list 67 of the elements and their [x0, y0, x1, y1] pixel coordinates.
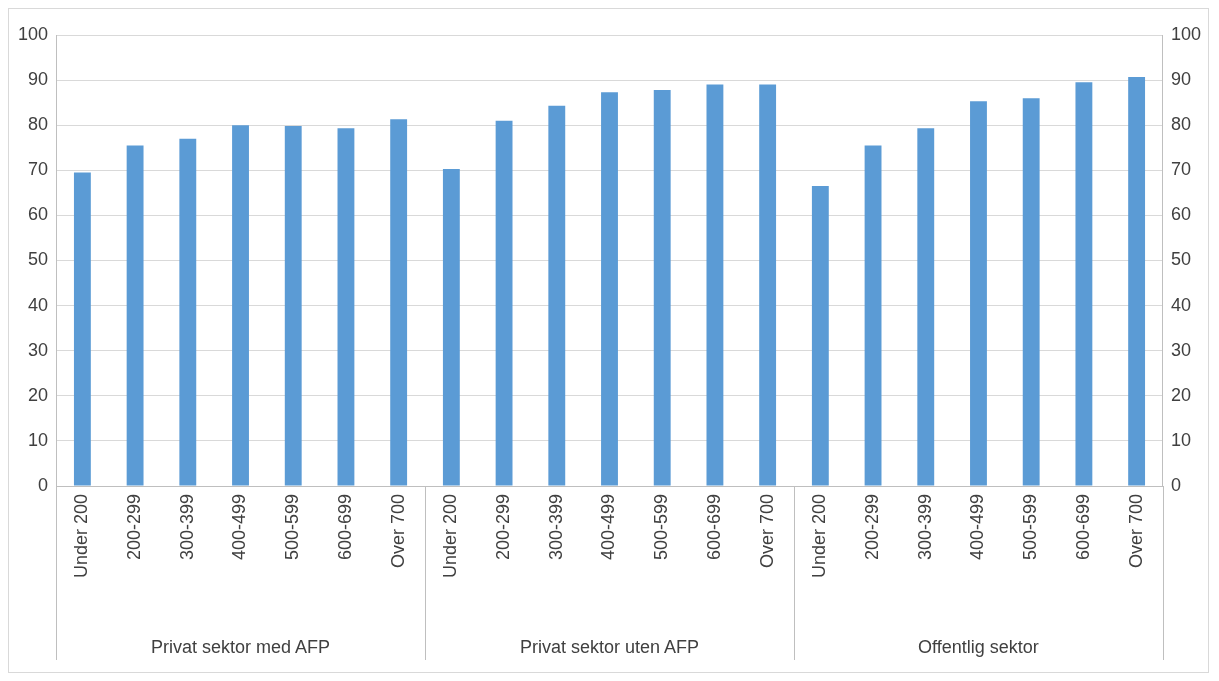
x-tick-label: 200-299 — [493, 494, 514, 561]
bar — [811, 186, 829, 486]
y2-tick-label: 30 — [1170, 339, 1191, 360]
y-tick-label: 0 — [38, 474, 49, 495]
x-tick-label: Under 200 — [809, 494, 830, 579]
bar — [179, 138, 197, 486]
y2-tick-label: 20 — [1170, 384, 1191, 405]
x-tick-label: 500-599 — [1020, 494, 1041, 561]
x-tick-label: 600-699 — [334, 494, 355, 561]
bar — [601, 92, 618, 486]
y2-tick-label: 50 — [1170, 249, 1191, 270]
bar — [126, 145, 144, 486]
x-tick-label: 600-699 — [703, 494, 724, 561]
bar — [653, 90, 671, 486]
x-tick-label: 200-299 — [862, 494, 883, 561]
x-tick-label: Over 700 — [756, 494, 777, 569]
bar — [1022, 98, 1040, 486]
y2-tick-label: 80 — [1170, 114, 1191, 135]
bar — [970, 101, 987, 486]
text: Offentlig sektor — [918, 636, 1039, 657]
bar — [759, 84, 777, 486]
x-tick-label: 300-399 — [176, 494, 197, 561]
x-tick-label: 600-699 — [1072, 494, 1093, 561]
x-tick-label: Over 700 — [387, 494, 408, 569]
y-tick-label: 40 — [28, 294, 49, 315]
x-tick-label: Under 200 — [71, 494, 92, 579]
y-tick-label: 70 — [28, 159, 49, 180]
y2-tick-label: 60 — [1170, 204, 1191, 225]
x-tick-label: Under 200 — [440, 494, 461, 579]
y2-tick-label: 100 — [1170, 23, 1202, 44]
x-tick-label: 500-599 — [651, 494, 672, 561]
x-tick-label: 400-499 — [598, 494, 619, 561]
text: Privat sektor med AFP — [150, 636, 331, 657]
bar — [1075, 82, 1093, 486]
x-tick-label: 300-399 — [545, 494, 566, 561]
y2-tick-label: 0 — [1170, 474, 1181, 495]
bar — [73, 172, 91, 486]
bar — [337, 128, 355, 486]
y2-tick-label: 40 — [1170, 294, 1191, 315]
bar — [232, 125, 249, 486]
bar — [548, 105, 566, 486]
bar — [864, 145, 882, 486]
x-tick-label: 200-299 — [124, 494, 145, 561]
y-tick-label: 80 — [28, 114, 49, 135]
x-tick-label: 300-399 — [914, 494, 935, 561]
bar — [284, 126, 302, 486]
x-tick-label: Over 700 — [1125, 494, 1146, 569]
bar — [706, 84, 724, 486]
y-tick-label: 50 — [28, 249, 49, 270]
y2-tick-label: 10 — [1170, 429, 1191, 450]
y-tick-label: 30 — [28, 339, 49, 360]
bar — [917, 128, 935, 486]
bar — [1128, 76, 1146, 486]
y-tick-label: 90 — [28, 69, 49, 90]
y-tick-label: 60 — [28, 204, 49, 225]
x-tick-label: 500-599 — [282, 494, 303, 561]
x-tick-label: 400-499 — [967, 494, 988, 561]
bar — [495, 120, 513, 486]
y-tick-label: 100 — [17, 23, 49, 44]
bar — [390, 119, 408, 486]
y2-tick-label: 70 — [1170, 159, 1191, 180]
y-tick-label: 10 — [28, 429, 49, 450]
y-tick-label: 20 — [28, 384, 49, 405]
x-tick-label: 400-499 — [229, 494, 250, 561]
bar — [442, 168, 460, 486]
text: Privat sektor uten AFP — [519, 636, 700, 657]
y2-tick-label: 90 — [1170, 69, 1191, 90]
